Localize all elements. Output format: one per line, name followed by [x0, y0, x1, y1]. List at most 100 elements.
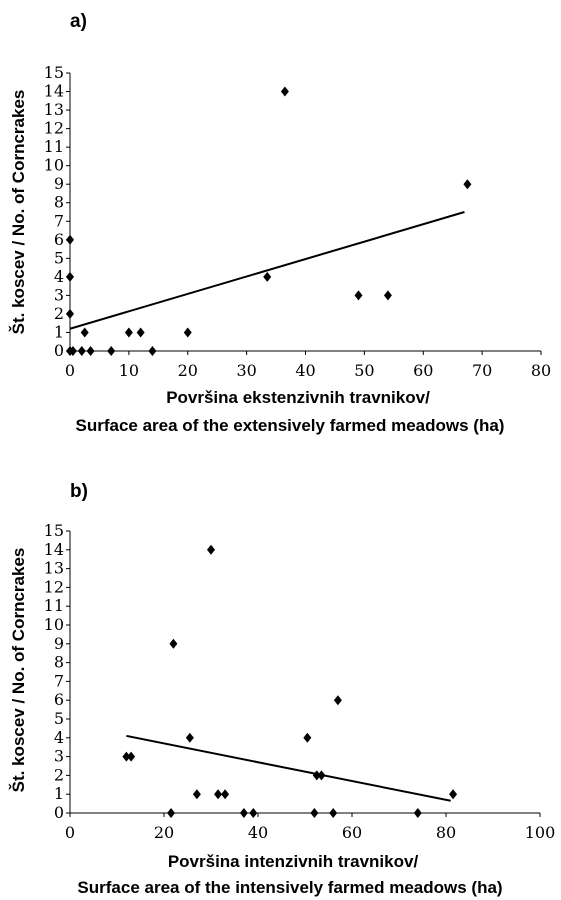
panel-a-y-tick-label: 0 [54, 341, 64, 360]
panel-b-x-title-line-1: Površina intenzivnih travnikov/ [168, 852, 419, 871]
panel-a-data-point [280, 86, 289, 97]
panel-a-y-tick-label: 11 [44, 137, 64, 156]
panel-a-data-point [107, 346, 116, 356]
panel-b-data-point [122, 751, 131, 762]
panel-a-data-point [148, 346, 157, 356]
panel-b-x-tick-label: 20 [154, 823, 174, 842]
panel-a-data-point [354, 290, 363, 301]
panel-a-y-tick-label: 3 [54, 285, 64, 304]
panel-b-data-point [329, 808, 338, 818]
panel-b-y-tick-label: 7 [54, 671, 64, 690]
panel-a-data-point [383, 290, 392, 301]
panel-b-y-title: Št. koscev / No. of Corncrakes [9, 548, 28, 793]
panel-b-data-point [169, 638, 178, 649]
panel-a-y-tick-label: 12 [44, 119, 64, 138]
panel-b-data-point [317, 770, 326, 781]
panel-b-y-tick-label: 1 [54, 784, 64, 803]
panel-a-label: a) [70, 11, 87, 32]
panel-b-data-point [310, 808, 319, 818]
panel-b-points [122, 544, 458, 818]
panel-b-x-tick-label: 40 [248, 823, 268, 842]
panel-b-data-point [449, 789, 458, 800]
panel-b-data-point [249, 808, 258, 818]
panel-a-y-tick-label: 10 [44, 156, 64, 175]
panel-a-x-tick-label: 80 [531, 361, 551, 380]
panel-b-x-tick-label: 80 [436, 823, 456, 842]
panel-a-x-tick-label: 0 [65, 361, 75, 380]
panel-b-x-tick-label: 60 [342, 823, 362, 842]
panel-b-y-tick-label: 6 [54, 690, 64, 709]
panel-a-y-tick-label: 7 [54, 211, 64, 230]
panel-b-y-tick-label: 3 [54, 747, 64, 766]
panel-b-y-tick-label: 4 [54, 728, 64, 747]
panel-a-data-point [136, 327, 145, 338]
panel-a-y-tick-label: 2 [54, 304, 64, 323]
panel-b-x-ticks: 0 20 40 60 80 100 [65, 813, 555, 842]
panel-b-y-tick-label: 2 [54, 765, 64, 784]
panel-b-data-point [303, 732, 312, 743]
panel-b-y-tick-label: 5 [54, 709, 64, 728]
panel-a-data-point [80, 327, 89, 338]
panel-b-y-tick-label: 12 [44, 577, 64, 596]
panel-a-x-tick-label: 30 [236, 361, 256, 380]
panel-a-x-title-line-1: Površina ekstenzivnih travnikov/ [166, 388, 430, 407]
panel-a-data-point [66, 308, 74, 319]
panel-b-y-tick-label: 13 [44, 559, 64, 578]
panel-b-x-tick-label: 100 [525, 823, 556, 842]
panel-a-y-tick-label: 15 [44, 63, 64, 82]
panel-b-y-tick-label: 10 [44, 615, 64, 634]
panel-a-data-point [183, 327, 192, 338]
panel-a-x-tick-label: 70 [472, 361, 492, 380]
panel-a-x-ticks: 0 10 20 30 40 50 60 70 80 [65, 351, 551, 380]
panel-a-x-tick-label: 40 [295, 361, 315, 380]
panel-a-x-tick-label: 10 [119, 361, 139, 380]
panel-b-data-point [185, 732, 194, 743]
panel-b-y-tick-label: 0 [54, 803, 64, 822]
panel-b-data-point [413, 808, 422, 818]
panel-a-y-tick-label: 5 [54, 248, 64, 267]
panel-b-data-point [221, 789, 230, 800]
panel-a-x-tick-label: 20 [178, 361, 198, 380]
panel-a-y-tick-label: 14 [44, 82, 64, 101]
panel-b-x-title-line-2: Surface area of the intensively farmed m… [77, 878, 502, 897]
panel-b-y-tick-label: 14 [44, 540, 64, 559]
panel-a-x-title-line-2: Surface area of the extensively farmed m… [76, 416, 505, 435]
panel-b-y-tick-label: 15 [44, 521, 64, 540]
panel-a-y-tick-label: 9 [54, 174, 64, 193]
panel-a-y-tick-label: 6 [54, 230, 64, 249]
panel-a-y-tick-label: 4 [54, 267, 64, 286]
panel-a-y-tick-label: 13 [44, 100, 64, 119]
panel-b-data-point [214, 789, 223, 800]
panel-a-data-point [66, 234, 74, 245]
panel-a-data-point [124, 327, 133, 338]
panel-a-x-tick-label: 60 [413, 361, 433, 380]
panel-b-trendline [126, 734, 451, 802]
panel-a-y-title: Št. koscev / No. of Corncrakes [9, 90, 28, 335]
panel-b-y-tick-label: 9 [54, 634, 64, 653]
panel-a-points [66, 86, 472, 356]
panel-b-data-point [333, 695, 342, 706]
panel-b-label: b) [70, 481, 88, 502]
panel-a-data-point [263, 271, 272, 282]
panel-a-data-point [77, 346, 86, 356]
panel-a-y-tick-label: 1 [54, 322, 64, 341]
panel-b-data-point [192, 789, 201, 800]
panel-a-trendline [69, 211, 465, 330]
panel-a-data-point [86, 346, 95, 356]
panel-a-data-point [463, 179, 472, 190]
panel-b-data-point [312, 770, 321, 781]
panel-b-y-tick-label: 11 [44, 596, 64, 615]
panel-b-data-point [167, 808, 176, 818]
panel-a-y-tick-label: 8 [54, 193, 64, 212]
panel-b-y-tick-label: 8 [54, 653, 64, 672]
panel-b-x-tick-label: 0 [65, 823, 75, 842]
panel-b-data-point [207, 544, 215, 555]
panel-b-data-point [239, 808, 248, 818]
panel-b-data-point [127, 751, 136, 762]
panel-a-data-point [68, 346, 77, 356]
